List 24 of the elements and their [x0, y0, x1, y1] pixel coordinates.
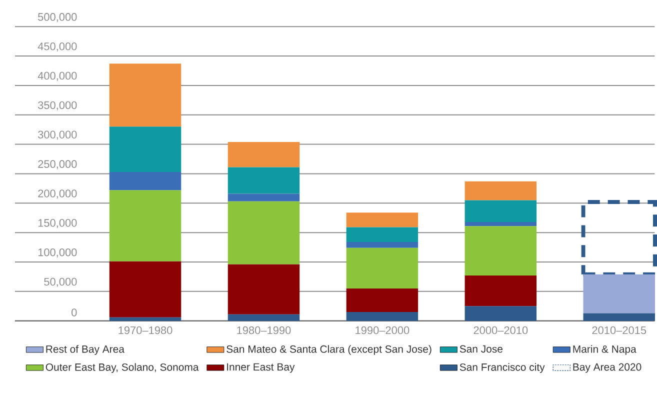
y-tick-label: 150,000: [38, 219, 77, 228]
y-tick-label: 400,000: [38, 72, 77, 82]
y-tick-label: 100,000: [38, 248, 77, 258]
legend-label: San Mateo & Santa Clara (except San Jose): [226, 345, 432, 356]
x-tick-label: 1980–1990: [237, 326, 291, 334]
y-tick-label: 350,000: [38, 102, 77, 111]
y-tick-label: 500,000: [38, 13, 77, 22]
legend-label: Bay Area 2020: [573, 364, 642, 373]
y-tick-label: 200,000: [38, 190, 77, 199]
x-tick-label: 1990–2000: [356, 326, 410, 334]
legend-label: Inner East Bay: [227, 364, 295, 373]
legend-label: Rest of Bay Area: [46, 345, 124, 356]
legend-label: Marin & Napa: [573, 345, 636, 356]
x-tick-label: 2010–2015: [592, 326, 646, 334]
legend-label: San Jose: [460, 345, 502, 353]
y-tick-label: 450,000: [38, 42, 77, 52]
x-tick-label: 2000–2010: [474, 326, 528, 334]
x-tick-label: 1970–1980: [118, 326, 172, 334]
y-tick-label: 0: [72, 308, 77, 317]
y-tick-label: 50,000: [44, 278, 77, 288]
legend-label: Outer East Bay, Solano, Sonoma: [46, 363, 199, 374]
y-tick-label: 250,000: [38, 160, 77, 170]
legend-label: San Francisco city: [460, 363, 545, 374]
y-tick-label: 300,000: [38, 130, 77, 140]
